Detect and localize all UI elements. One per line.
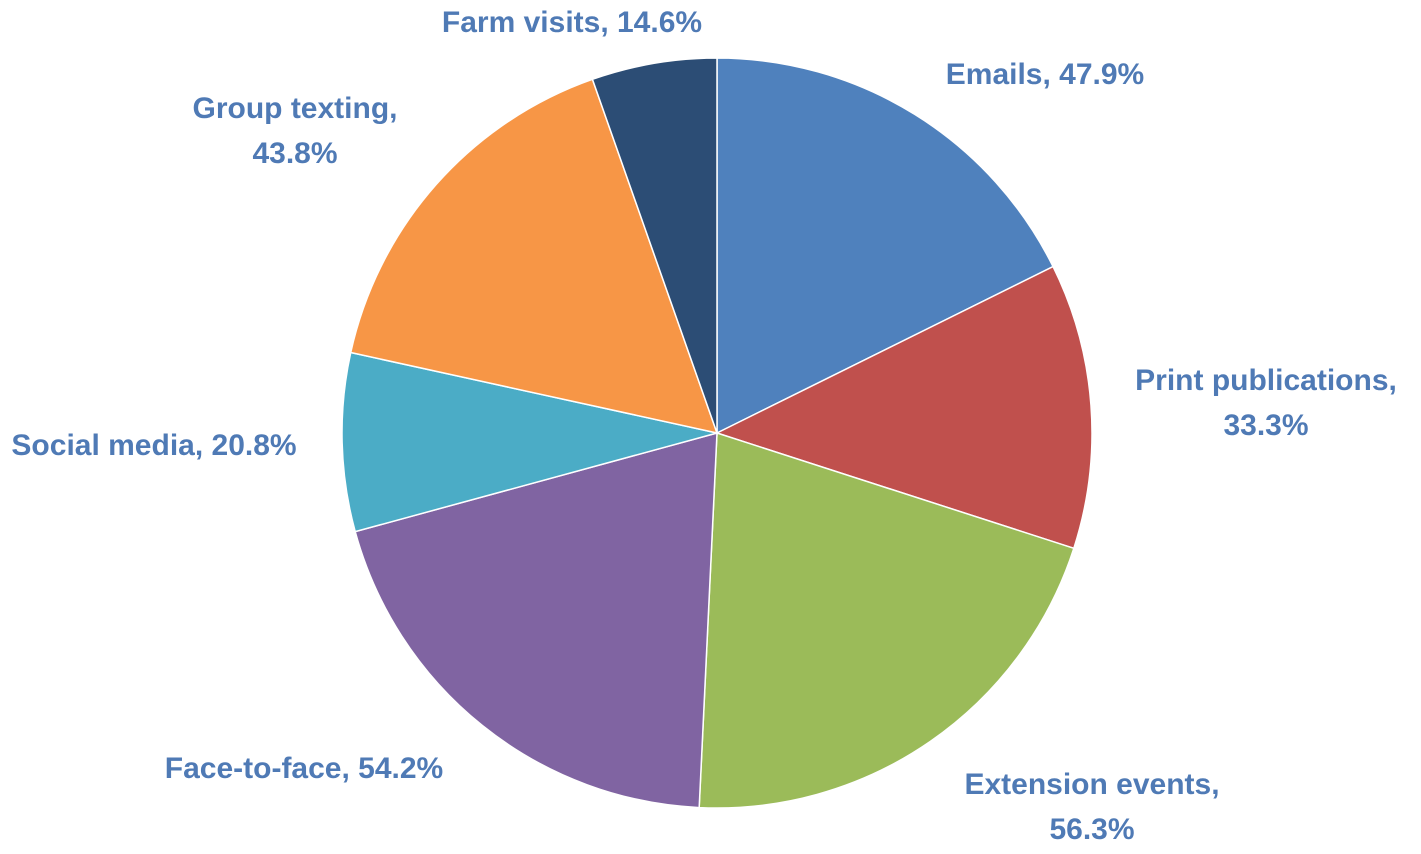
pie-slice-extension-events [698, 431, 1075, 809]
data-label-group-texting: Group texting, 43.8% [193, 92, 398, 170]
data-label-social-media: Social media, 20.8% [11, 429, 296, 462]
pie-slice-face-to-face [354, 432, 718, 809]
data-label-face-to-face: Face-to-face, 54.2% [165, 752, 443, 785]
data-label-farm-visits: Farm visits, 14.6% [442, 6, 702, 39]
pie-slice-print-publications [715, 265, 1093, 550]
data-label-print-publications: Print publications, 33.3% [1135, 364, 1397, 442]
data-label-emails: Emails, 47.9% [946, 58, 1144, 91]
pie-slice-social-media [341, 351, 718, 533]
pie-slice-emails [716, 57, 1055, 435]
pie-slice-farm-visits [591, 57, 718, 434]
data-label-extension-events: Extension events, 56.3% [964, 768, 1219, 846]
pie-slice-group-texting [349, 78, 719, 435]
